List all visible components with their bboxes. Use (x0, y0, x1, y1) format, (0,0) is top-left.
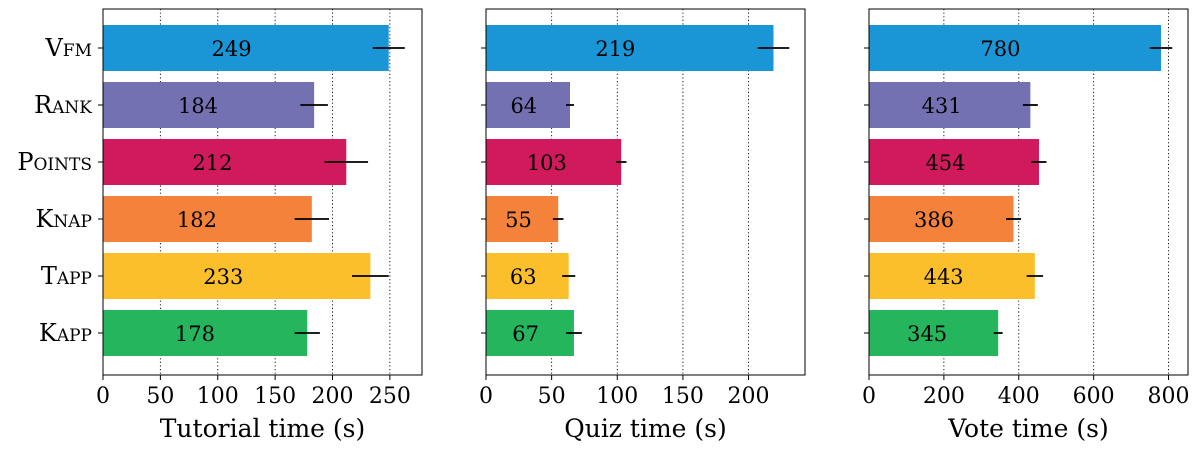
value-label: 212 (192, 151, 232, 175)
value-label: 345 (907, 322, 947, 346)
tutorial-time-panel: 249 184 212 182 233 178 0 50 100 150 200 250 Vfm Rank… (17, 8, 423, 443)
bar-vfm (486, 25, 774, 71)
value-label: 431 (922, 94, 962, 118)
bar-knap (486, 196, 559, 242)
bar-vfm (869, 25, 1162, 71)
value-label: 443 (924, 265, 964, 289)
value-label: 219 (595, 37, 635, 61)
value-label: 184 (178, 94, 218, 118)
x-tick-label: 50 (146, 384, 174, 409)
x-tick-label: 0 (96, 384, 110, 409)
bar-vfm (103, 25, 389, 71)
x-tick-label: 200 (311, 384, 353, 409)
bar-knap (103, 196, 312, 242)
x-tick-label: 200 (728, 384, 770, 409)
value-label: 454 (925, 151, 965, 175)
y-tick-label: Vfm (44, 34, 92, 62)
x-tick-label: 100 (596, 384, 638, 409)
y-tick-label: Kapp (39, 319, 92, 347)
y-tick-label: Knap (35, 205, 92, 233)
bar-knap (869, 196, 1014, 242)
x-tick-label: 400 (998, 384, 1040, 409)
bar-rank (486, 82, 571, 128)
x-axis-label: Tutorial time (s) (160, 414, 366, 443)
value-label: 63 (510, 265, 537, 289)
plot-frame (485, 8, 806, 376)
x-tick-label: 50 (538, 384, 566, 409)
value-label: 780 (980, 37, 1020, 61)
value-label: 55 (505, 208, 532, 232)
value-label: 178 (175, 322, 215, 346)
bar-tapp (103, 253, 371, 299)
bar-kapp (869, 310, 999, 356)
bar-tapp (486, 253, 569, 299)
bar-rank (103, 82, 315, 128)
value-label: 67 (512, 322, 539, 346)
x-tick-label: 100 (197, 384, 239, 409)
y-tick-label: Points (17, 148, 92, 176)
bar-points (869, 139, 1039, 185)
bar-rank (869, 82, 1031, 128)
vote-time-panel: 780 431 454 386 443 345 0 200 400 600 800 Vote time… (862, 8, 1190, 443)
value-label: 64 (510, 94, 537, 118)
value-label: 233 (203, 265, 243, 289)
bar-kapp (103, 310, 308, 356)
x-tick-label: 250 (369, 384, 411, 409)
x-tick-label: 800 (1148, 384, 1190, 409)
plot-frame (868, 8, 1189, 376)
bar-kapp (486, 310, 574, 356)
y-tick-label: Rank (34, 91, 92, 119)
value-label: 249 (212, 37, 252, 61)
x-tick-label: 200 (923, 384, 965, 409)
value-label: 103 (527, 151, 567, 175)
x-tick-label: 600 (1073, 384, 1115, 409)
x-tick-label: 0 (479, 384, 493, 409)
plot-frame (102, 8, 423, 376)
value-label: 386 (914, 208, 954, 232)
y-tick-label: Tapp (41, 262, 92, 290)
x-axis-label: Quiz time (s) (564, 414, 727, 443)
x-axis-label: Vote time (s) (947, 414, 1108, 443)
bar-points (486, 139, 622, 185)
value-label: 182 (177, 208, 217, 232)
x-tick-label: 150 (662, 384, 704, 409)
bar-points (103, 139, 347, 185)
x-tick-label: 150 (254, 384, 296, 409)
bar-tapp (869, 253, 1035, 299)
x-tick-label: 0 (862, 384, 876, 409)
